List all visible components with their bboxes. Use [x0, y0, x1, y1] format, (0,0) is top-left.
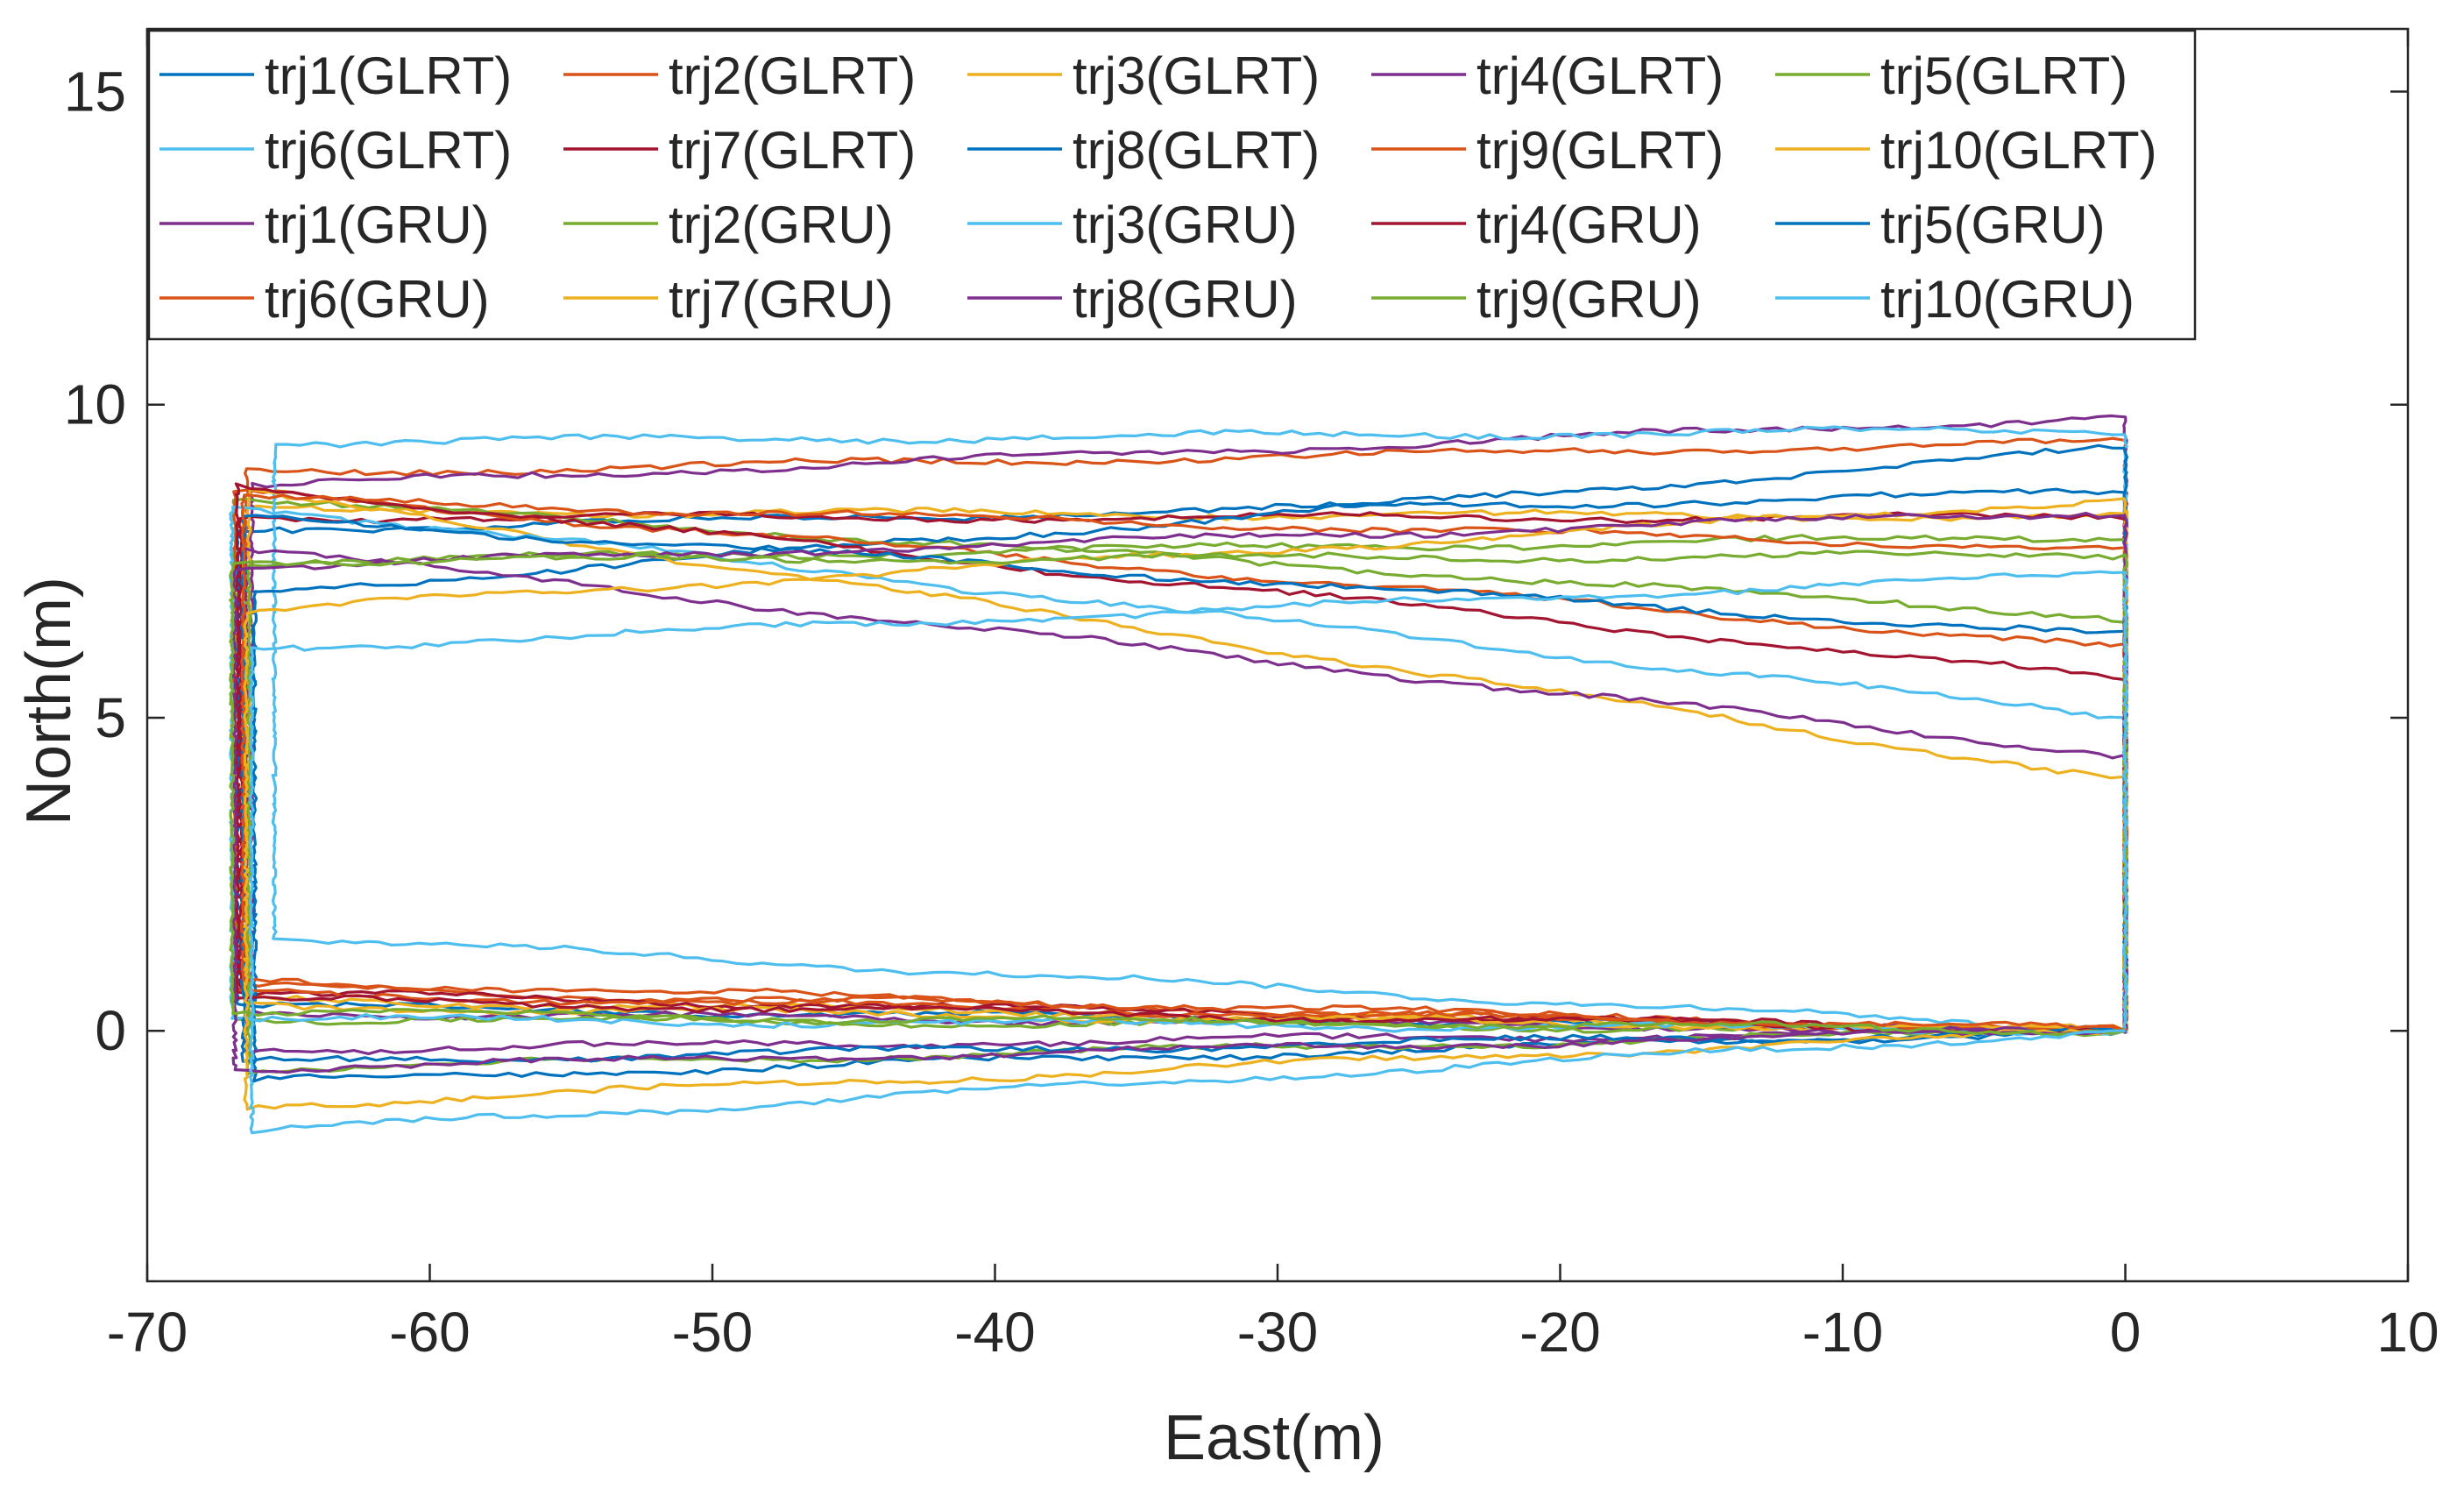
legend-label: trj4(GLRT) [1476, 46, 1724, 105]
legend-label: trj9(GLRT) [1476, 121, 1724, 180]
y-tick-label: 10 [64, 373, 126, 436]
plot-area [229, 414, 2128, 1135]
legend-label: trj5(GRU) [1880, 195, 2106, 254]
x-tick-label: 0 [2110, 1301, 2142, 1364]
legend-label: trj1(GRU) [265, 195, 490, 254]
legend-label: trj9(GRU) [1476, 270, 1702, 329]
y-tick-label: 15 [64, 60, 126, 123]
legend-label: trj6(GLRT) [265, 121, 512, 180]
legend-label: trj7(GLRT) [669, 121, 916, 180]
legend-label: trj8(GRU) [1073, 270, 1298, 329]
x-tick-label: 10 [2376, 1301, 2439, 1364]
legend-label: trj2(GLRT) [669, 46, 916, 105]
legend-label: trj10(GLRT) [1880, 121, 2157, 180]
legend-label: trj10(GRU) [1880, 270, 2135, 329]
legend-label: trj5(GLRT) [1880, 46, 2128, 105]
legend-label: trj1(GLRT) [265, 46, 512, 105]
y-tick-label: 5 [95, 686, 126, 749]
x-tick-label: -20 [1519, 1301, 1601, 1364]
axes: -70 -60 -50 -40 -30 -20 -10 0 10 0 5 10 15 [64, 27, 2439, 1364]
x-tick-label: -70 [107, 1301, 188, 1364]
x-tick-label: -50 [672, 1301, 754, 1364]
legend-label: trj3(GRU) [1073, 195, 1298, 254]
legend: trj1(GLRT) trj2(GLRT) trj3(GLRT) trj4(GLRT)… [147, 29, 2197, 341]
x-axis-label: East(m) [1164, 1403, 1384, 1473]
x-tick-label: -60 [389, 1301, 471, 1364]
legend-label: trj8(GLRT) [1073, 121, 1320, 180]
y-axis-label: North(m) [14, 577, 84, 826]
legend-label: trj6(GRU) [265, 270, 490, 329]
y-tick-label: 0 [95, 999, 126, 1062]
legend-box [147, 29, 2197, 341]
x-tick-label: -40 [954, 1301, 1036, 1364]
legend-label: trj7(GRU) [669, 270, 894, 329]
legend-label: trj2(GRU) [669, 195, 894, 254]
series-line-trj10gru [248, 570, 2128, 1135]
x-tick-label: -10 [1802, 1301, 1884, 1364]
x-tick-label: -30 [1237, 1301, 1319, 1364]
legend-label: trj4(GRU) [1476, 195, 1702, 254]
legend-label: trj3(GLRT) [1073, 46, 1320, 105]
